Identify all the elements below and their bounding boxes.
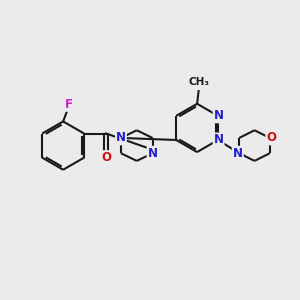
Text: O: O: [266, 131, 276, 144]
Text: N: N: [148, 147, 158, 160]
Text: N: N: [116, 131, 126, 144]
Text: N: N: [214, 109, 224, 122]
Text: F: F: [65, 98, 73, 111]
Text: N: N: [214, 134, 224, 146]
Text: O: O: [101, 151, 111, 164]
Text: CH₃: CH₃: [188, 77, 209, 87]
Text: N: N: [233, 147, 243, 160]
